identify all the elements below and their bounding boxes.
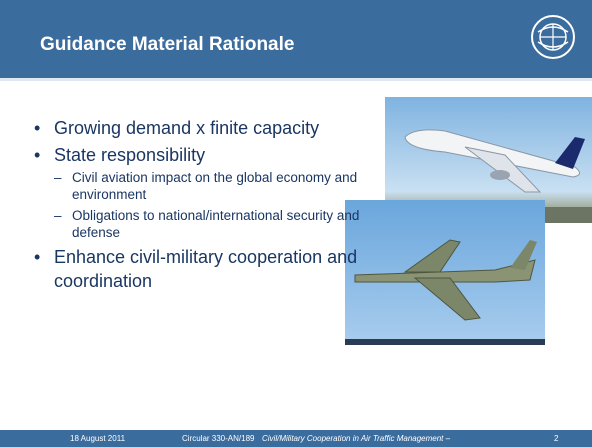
icao-logo	[530, 14, 576, 60]
footer-bar: 18 August 2011 Circular 330-AN/189 Civil…	[0, 430, 592, 447]
sub-bullet: Obligations to national/international se…	[54, 207, 402, 241]
footer-circular: Circular 330-AN/189	[182, 434, 254, 443]
page-number: 2	[554, 434, 558, 443]
bullet: Enhance civil-military cooperation and c…	[34, 245, 454, 293]
footer-date: 18 August 2011	[70, 434, 125, 443]
bullet: Growing demand x finite capacity	[34, 116, 454, 140]
bullet-list: Growing demand x finite capacity State r…	[34, 116, 454, 296]
header-bar: Guidance Material Rationale	[0, 0, 592, 81]
sub-bullet-list: Civil aviation impact on the global econ…	[54, 169, 454, 241]
slide: Guidance Material Rationale Growing dema…	[0, 0, 592, 447]
bullet-text: State responsibility	[54, 145, 205, 165]
footer-circular-title: Civil/Military Cooperation in Air Traffi…	[262, 434, 450, 443]
slide-title: Guidance Material Rationale	[40, 34, 294, 56]
bullet: State responsibility Civil aviation impa…	[34, 143, 454, 241]
sub-bullet: Civil aviation impact on the global econ…	[54, 169, 402, 203]
